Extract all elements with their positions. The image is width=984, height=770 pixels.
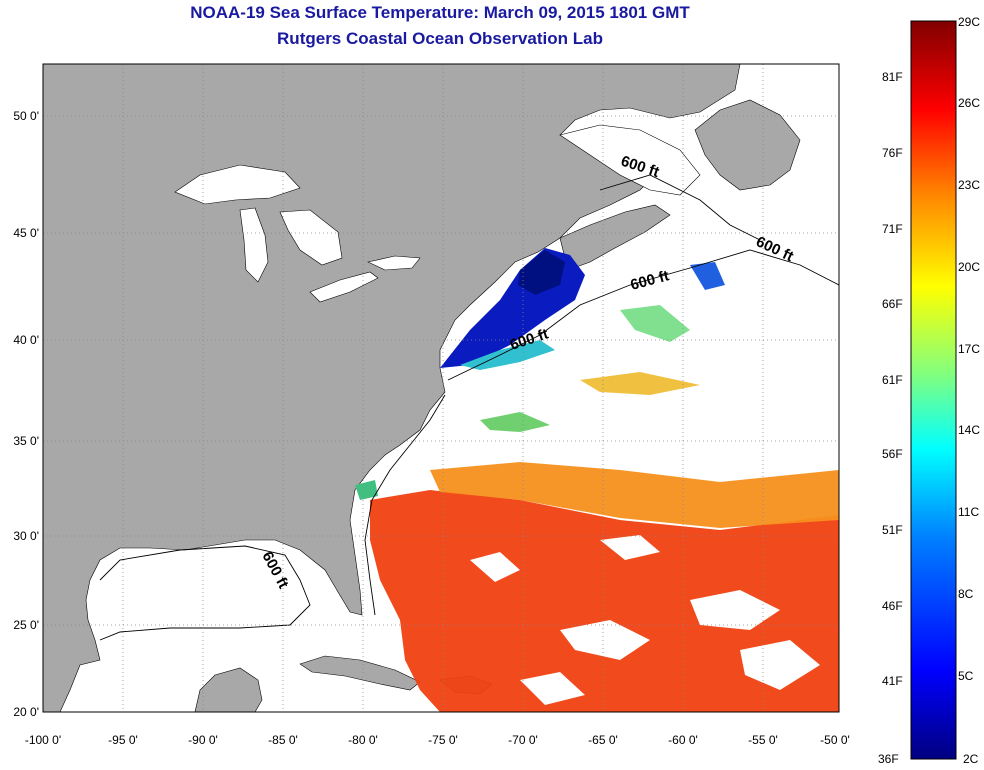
sst-warm-south <box>370 490 839 712</box>
celsius-label: 8C <box>958 587 974 601</box>
fahrenheit-label: 76F <box>882 146 903 160</box>
lat-axis: 50 0' 45 0' 40 0' 35 0' 30 0' 25 0' 20 0… <box>13 109 39 719</box>
lon-tick-label: -60 0' <box>668 733 698 747</box>
lon-tick-label: -75 0' <box>428 733 458 747</box>
colorbar-celsius-labels: 29C 26C 23C 20C 17C 14C 11C 8C 5C 2C <box>958 15 980 766</box>
lat-tick-label: 35 0' <box>13 434 39 448</box>
graticule <box>43 64 839 712</box>
land-yucatan <box>194 667 263 712</box>
map-frame <box>42 63 840 713</box>
lon-tick-label: -50 0' <box>820 733 850 747</box>
lat-tick-label: 30 0' <box>13 529 39 543</box>
sst-cool-patch-east <box>620 305 690 342</box>
celsius-label: 26C <box>958 96 980 110</box>
fahrenheit-label: 46F <box>882 599 903 613</box>
isobath-600ft <box>99 174 839 641</box>
celsius-label: 29C <box>958 15 980 29</box>
lon-tick-label: -55 0' <box>748 733 778 747</box>
land-cuba <box>299 655 421 691</box>
lon-axis: -100 0' -95 0' -90 0' -85 0' -80 0' -75 … <box>25 733 850 747</box>
lat-tick-label: 50 0' <box>13 109 39 123</box>
sst-green-coastal <box>355 480 378 500</box>
lat-tick-label: 20 0' <box>13 705 39 719</box>
celsius-label: 2C <box>963 752 979 766</box>
lon-tick-label: -95 0' <box>108 733 138 747</box>
lon-tick-label: -80 0' <box>348 733 378 747</box>
colorbar-fahrenheit-labels: 81F 76F 71F 66F 61F 56F 51F 46F 41F 36F <box>878 70 903 766</box>
celsius-label: 5C <box>958 669 974 683</box>
lake-superior <box>174 164 301 205</box>
lake-erie <box>309 271 379 303</box>
lon-tick-label: -90 0' <box>188 733 218 747</box>
sst-blue-patch-east <box>690 262 725 290</box>
map-subtitle: Rutgers Coastal Ocean Observation Lab <box>277 29 603 48</box>
lat-tick-label: 45 0' <box>13 226 39 240</box>
gulf-of-st-lawrence <box>559 124 701 196</box>
celsius-label: 14C <box>958 423 980 437</box>
lake-ontario <box>367 255 421 271</box>
fahrenheit-label: 71F <box>882 222 903 236</box>
fahrenheit-label: 66F <box>882 297 903 311</box>
lake-huron <box>279 209 343 266</box>
lon-tick-label: -65 0' <box>588 733 618 747</box>
fahrenheit-label: 61F <box>882 373 903 387</box>
lon-tick-label: -85 0' <box>268 733 298 747</box>
lat-tick-label: 40 0' <box>13 333 39 347</box>
sst-yellow-patch <box>580 372 700 395</box>
fahrenheit-label: 51F <box>882 523 903 537</box>
sst-green-patch <box>480 412 550 432</box>
lon-tick-label: -70 0' <box>508 733 538 747</box>
lat-tick-label: 25 0' <box>13 618 39 632</box>
lake-michigan <box>239 207 269 283</box>
fahrenheit-label: 36F <box>878 752 899 766</box>
celsius-label: 23C <box>958 178 980 192</box>
cloud-gaps <box>470 535 820 705</box>
fahrenheit-label: 41F <box>882 674 903 688</box>
map-title: NOAA-19 Sea Surface Temperature: March 0… <box>190 3 690 22</box>
celsius-label: 17C <box>958 342 980 356</box>
celsius-label: 20C <box>958 260 980 274</box>
land-nova-scotia <box>559 204 671 271</box>
lon-tick-label: -100 0' <box>25 733 61 747</box>
sst-orange-band <box>430 462 839 528</box>
colorbar <box>910 20 957 760</box>
celsius-label: 11C <box>958 505 979 519</box>
land-newfoundland <box>694 99 801 191</box>
fahrenheit-label: 81F <box>882 70 903 84</box>
sst-cold-shelf-dark <box>518 250 565 295</box>
fahrenheit-label: 56F <box>882 447 903 461</box>
